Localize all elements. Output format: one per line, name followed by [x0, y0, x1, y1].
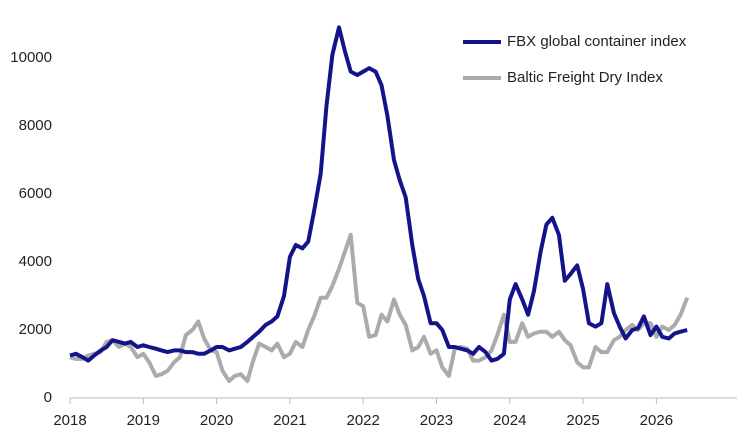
y-tick-label: 2000 — [19, 321, 52, 338]
legend-label: FBX global container index — [507, 33, 687, 50]
series-line — [69, 25, 688, 363]
x-tick-label: 2018 — [53, 412, 86, 429]
y-tick-label: 10000 — [10, 49, 52, 66]
y-tick-label: 6000 — [19, 185, 52, 202]
x-tick-label: 2022 — [346, 412, 379, 429]
series-line — [69, 232, 690, 383]
x-tick-label: 2020 — [200, 412, 233, 429]
x-tick-label: 2021 — [273, 412, 306, 429]
y-tick-label: 0 — [44, 389, 52, 406]
x-tick-label: 2019 — [127, 412, 160, 429]
x-tick-label: 2024 — [493, 412, 526, 429]
x-tick-label: 2026 — [640, 412, 673, 429]
y-tick-label: 8000 — [19, 117, 52, 134]
legend-label: Baltic Freight Dry Index — [507, 69, 663, 86]
x-tick-label: 2023 — [420, 412, 453, 429]
x-tick-label: 2025 — [566, 412, 599, 429]
y-tick-label: 4000 — [19, 253, 52, 270]
